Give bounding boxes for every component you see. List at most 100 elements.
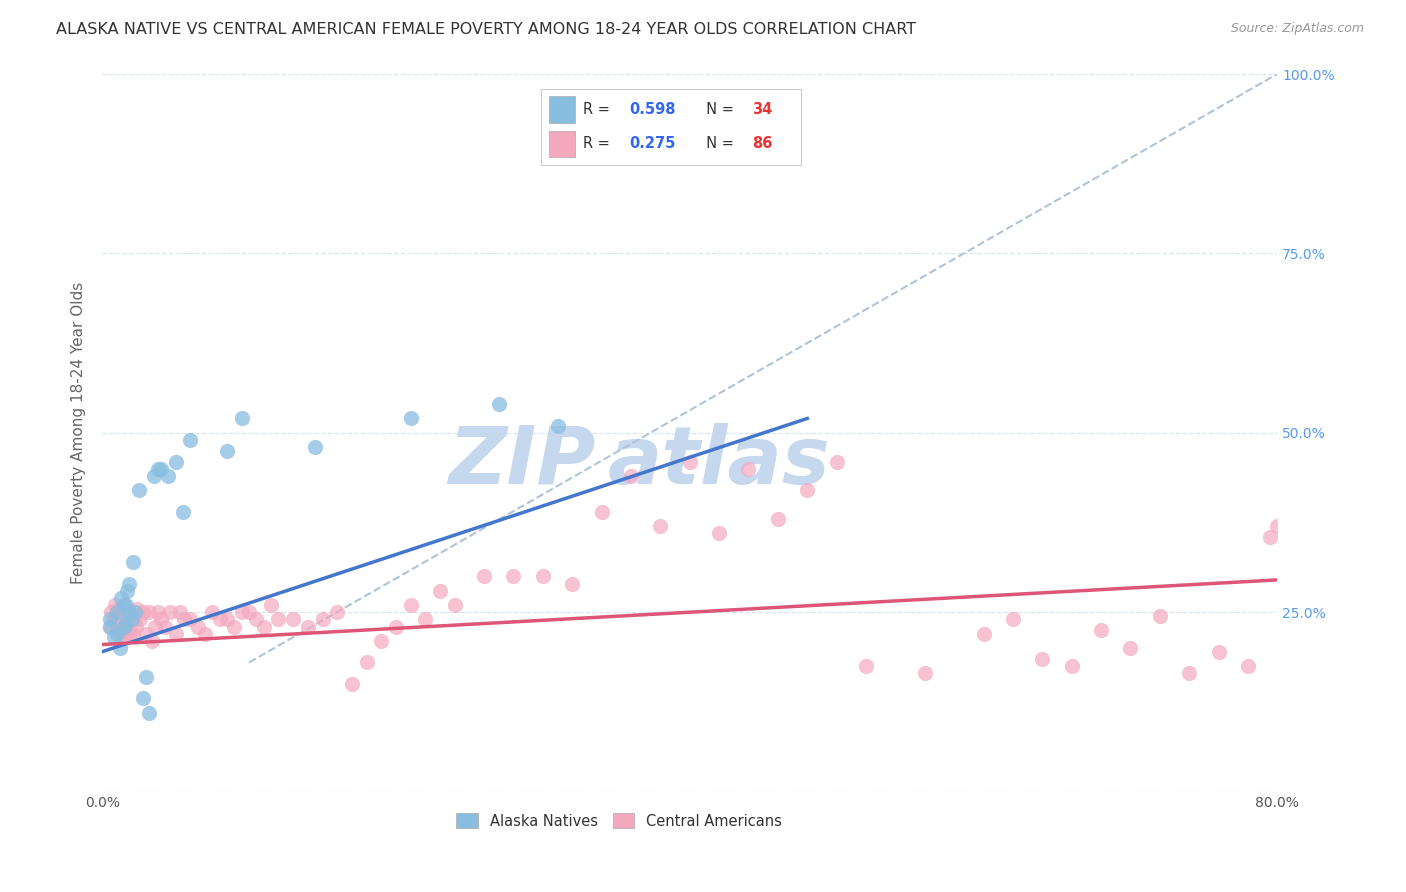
Point	[385, 619, 408, 633]
Point	[488, 397, 510, 411]
Point	[169, 605, 191, 619]
Point	[108, 626, 131, 640]
Point	[105, 626, 128, 640]
Point	[1119, 641, 1142, 656]
Point	[114, 626, 136, 640]
Point	[103, 630, 125, 644]
Point	[208, 612, 231, 626]
Point	[98, 619, 121, 633]
Point	[141, 634, 163, 648]
Point	[547, 418, 569, 433]
Text: Source: ZipAtlas.com: Source: ZipAtlas.com	[1230, 22, 1364, 36]
Point	[111, 612, 134, 626]
Text: ZIP: ZIP	[449, 423, 596, 500]
FancyBboxPatch shape	[550, 96, 575, 122]
Point	[650, 519, 672, 533]
Point	[1060, 659, 1083, 673]
Point	[215, 443, 238, 458]
Point	[128, 483, 150, 498]
Point	[143, 619, 166, 633]
Point	[173, 612, 195, 626]
Point	[531, 569, 554, 583]
Legend: Alaska Natives, Central Americans: Alaska Natives, Central Americans	[451, 807, 787, 835]
Point	[187, 619, 209, 633]
Point	[149, 461, 172, 475]
Point	[135, 626, 157, 640]
Point	[620, 468, 643, 483]
Point	[472, 569, 495, 583]
Point	[122, 555, 145, 569]
Point	[100, 605, 122, 619]
Point	[443, 598, 465, 612]
Point	[326, 605, 349, 619]
Text: N =: N =	[697, 136, 740, 151]
Point	[135, 670, 157, 684]
Point	[707, 526, 730, 541]
Point	[125, 619, 148, 633]
Point	[253, 619, 276, 633]
Point	[138, 706, 160, 720]
Point	[356, 656, 378, 670]
Point	[283, 612, 305, 626]
Point	[129, 612, 152, 626]
Point	[311, 612, 333, 626]
Point	[103, 612, 125, 626]
Point	[1208, 645, 1230, 659]
Point	[124, 612, 146, 626]
Point	[245, 612, 267, 626]
Point	[142, 468, 165, 483]
Point	[179, 612, 201, 626]
Point	[112, 619, 135, 633]
Point	[120, 626, 142, 640]
Point	[105, 608, 128, 623]
Point	[231, 411, 253, 425]
Point	[165, 454, 187, 468]
Point	[399, 598, 422, 612]
Point	[122, 626, 145, 640]
Point	[146, 461, 169, 475]
Point	[121, 612, 143, 626]
Point	[132, 605, 155, 619]
Point	[1178, 666, 1201, 681]
Point	[127, 601, 149, 615]
Point	[215, 612, 238, 626]
Point	[1265, 519, 1288, 533]
Point	[114, 615, 136, 630]
Text: 86: 86	[752, 136, 772, 151]
Point	[138, 605, 160, 619]
Point	[118, 605, 141, 619]
Point	[1090, 623, 1112, 637]
Point	[201, 605, 224, 619]
Point	[766, 512, 789, 526]
Text: R =: R =	[583, 136, 614, 151]
Point	[118, 576, 141, 591]
Point	[114, 598, 136, 612]
Point	[370, 634, 392, 648]
Text: 0.598: 0.598	[630, 102, 676, 117]
Point	[155, 619, 177, 633]
Point	[105, 623, 128, 637]
Point	[1001, 612, 1024, 626]
Point	[179, 433, 201, 447]
FancyBboxPatch shape	[550, 131, 575, 158]
Point	[112, 605, 135, 619]
Point	[737, 461, 759, 475]
Point	[796, 483, 818, 498]
Point	[267, 612, 290, 626]
Point	[112, 619, 135, 633]
Point	[98, 612, 121, 626]
Point	[399, 411, 422, 425]
Point	[429, 583, 451, 598]
Text: ALASKA NATIVE VS CENTRAL AMERICAN FEMALE POVERTY AMONG 18-24 YEAR OLDS CORRELATI: ALASKA NATIVE VS CENTRAL AMERICAN FEMALE…	[56, 22, 917, 37]
Point	[146, 605, 169, 619]
Point	[679, 454, 702, 468]
Point	[118, 605, 141, 619]
Point	[231, 605, 253, 619]
Point	[115, 583, 138, 598]
Point	[124, 605, 146, 619]
Point	[159, 605, 181, 619]
Point	[304, 440, 326, 454]
Point	[1258, 530, 1281, 544]
Point	[149, 612, 172, 626]
Point	[224, 619, 246, 633]
